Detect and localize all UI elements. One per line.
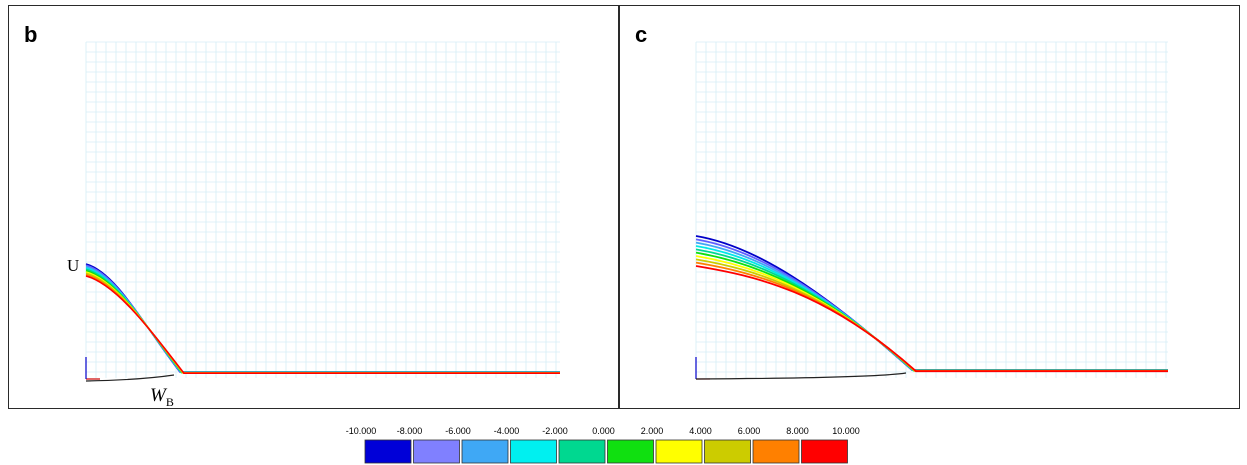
panel-c-letter: c [635,22,648,47]
legend-swatch [801,439,848,464]
legend-tick-label: -10.000 [346,426,377,436]
legend-swatch [558,439,606,464]
base-line [695,372,907,380]
contour-line [695,265,1168,373]
label-wb: WB [150,385,174,409]
legend-tick-label: 8.000 [786,426,809,436]
legend-swatch [413,439,460,464]
legend-swatch [655,439,703,464]
label-u: U [67,256,80,275]
legend-tick-label: 0.000 [592,426,615,436]
legend-tick-label: 6.000 [738,426,761,436]
grid [85,41,560,378]
panel-c-contour-plot [695,41,1168,380]
panel-divider [618,5,620,409]
panel-b-contour-plot [85,41,560,382]
legend-swatch [364,439,412,464]
contour-line [85,275,560,374]
legend-tick-label: -4.000 [494,426,520,436]
panel-b-letter: b [24,22,38,47]
legend-swatch [607,439,654,464]
figure-frame [8,5,1240,409]
legend-swatch [704,439,751,464]
legend-swatch [461,439,509,464]
grid [695,41,1168,378]
legend-tick-label: 4.000 [689,426,712,436]
legend-tick-label: 2.000 [641,426,664,436]
legend-tick-label: 10.000 [832,426,860,436]
legend-swatch [752,439,800,464]
legend-swatch [510,439,557,464]
legend-tick-label: -8.000 [397,426,423,436]
legend-tick-label: -6.000 [445,426,471,436]
base-line [85,374,175,382]
legend-tick-label: -2.000 [542,426,568,436]
